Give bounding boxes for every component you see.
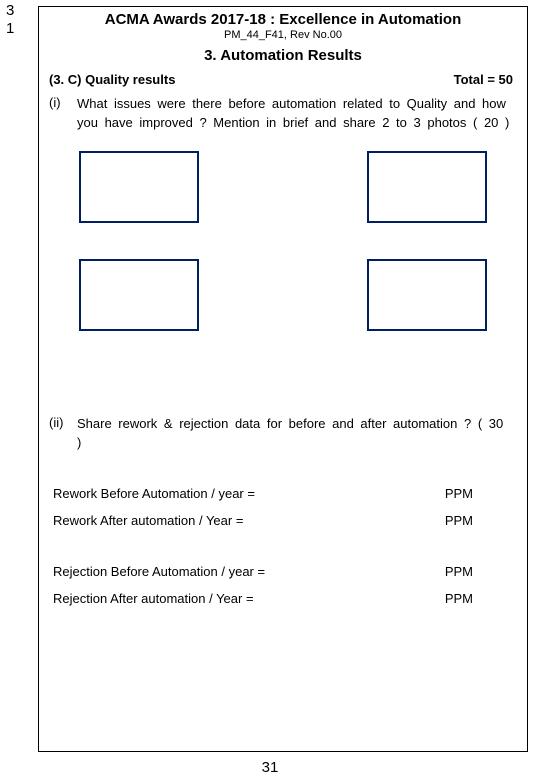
photo-box-2 — [367, 151, 487, 223]
rejection-after-row: Rejection After automation / Year = PPM — [39, 585, 527, 612]
rejection-before-unit: PPM — [445, 564, 513, 579]
photo-placeholder-grid — [39, 151, 527, 331]
photo-row-2 — [79, 259, 487, 331]
section-title: 3. Automation Results — [39, 47, 527, 64]
form-page: ACMA Awards 2017-18 : Excellence in Auto… — [38, 6, 528, 752]
photo-box-4 — [367, 259, 487, 331]
photo-row-1 — [79, 151, 487, 223]
rejection-after-unit: PPM — [445, 591, 513, 606]
quality-total: Total = 50 — [454, 72, 513, 87]
slide-index-bottom: 1 — [6, 20, 14, 38]
spacer — [39, 367, 527, 411]
question-1-num: (i) — [49, 95, 77, 133]
rejection-after-label: Rejection After automation / Year = — [53, 591, 254, 606]
question-1-text: What issues were there before automation… — [77, 95, 513, 133]
photo-box-1 — [79, 151, 199, 223]
rework-after-unit: PPM — [445, 513, 513, 528]
rework-before-unit: PPM — [445, 486, 513, 501]
question-2: (ii) Share rework & rejection data for b… — [39, 411, 527, 453]
photo-box-3 — [79, 259, 199, 331]
slide-index: 3 1 — [6, 2, 14, 38]
rework-after-label: Rework After automation / Year = — [53, 513, 243, 528]
quality-results-row: (3. C) Quality results Total = 50 — [39, 64, 527, 91]
rejection-before-label: Rejection Before Automation / year = — [53, 564, 265, 579]
rework-before-label: Rework Before Automation / year = — [53, 486, 255, 501]
question-2-text: Share rework & rejection data for before… — [77, 415, 513, 453]
page-number: 31 — [262, 759, 279, 776]
rework-before-row: Rework Before Automation / year = PPM — [39, 480, 527, 507]
header-title: ACMA Awards 2017-18 : Excellence in Auto… — [39, 11, 527, 28]
data-gap — [39, 534, 527, 558]
slide-index-top: 3 — [6, 2, 14, 20]
rework-rejection-data: Rework Before Automation / year = PPM Re… — [39, 480, 527, 612]
rework-after-row: Rework After automation / Year = PPM — [39, 507, 527, 534]
rejection-before-row: Rejection Before Automation / year = PPM — [39, 558, 527, 585]
header-subtitle: PM_44_F41, Rev No.00 — [39, 29, 527, 41]
question-1: (i) What issues were there before automa… — [39, 91, 527, 133]
question-2-num: (ii) — [49, 415, 77, 453]
quality-label: (3. C) Quality results — [49, 72, 175, 87]
